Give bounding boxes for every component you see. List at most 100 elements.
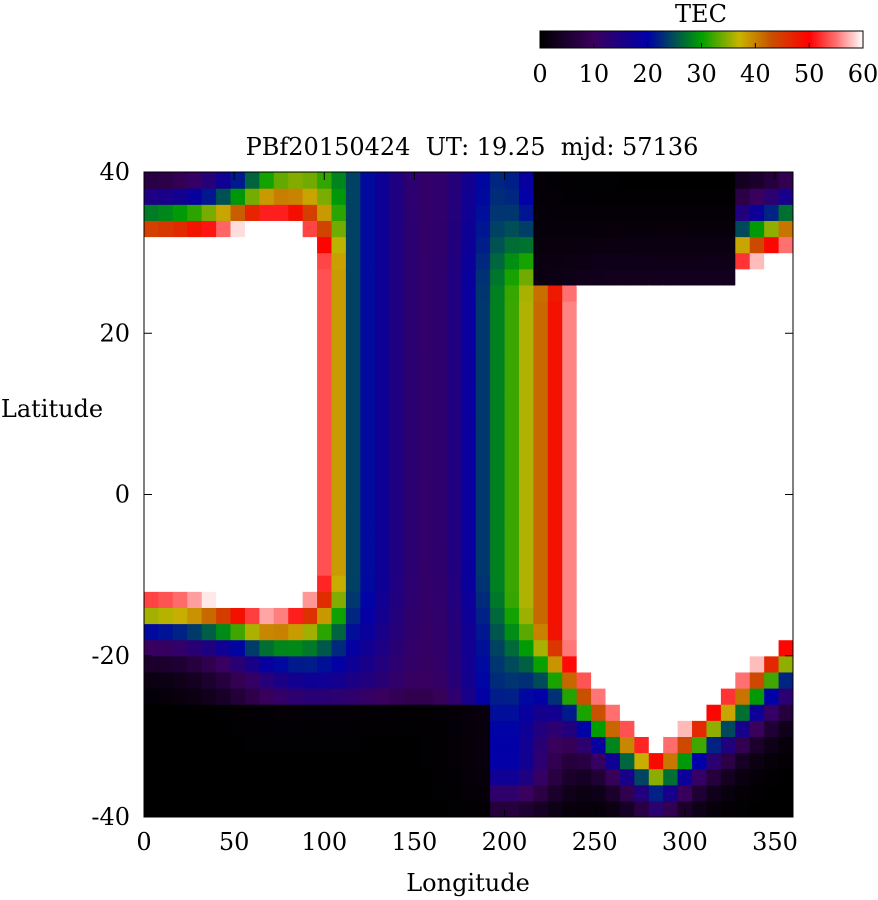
heatmap-cell	[692, 639, 708, 657]
heatmap-cell	[475, 559, 491, 576]
heatmap-cell	[244, 446, 260, 463]
heatmap-cell	[158, 704, 174, 721]
heatmap-cell	[273, 413, 289, 431]
heatmap-cell	[634, 236, 650, 254]
heatmap-cell	[749, 413, 765, 431]
heatmap-cell	[418, 800, 434, 817]
heatmap-cell	[172, 365, 188, 383]
heatmap-cell	[547, 349, 563, 367]
heatmap-cell	[663, 575, 679, 592]
heatmap-cell	[605, 252, 621, 270]
heatmap-cell	[692, 365, 708, 383]
heatmap-cell	[389, 542, 405, 560]
heatmap-cell	[389, 510, 405, 528]
heatmap-cell	[201, 575, 217, 592]
heatmap-cell	[778, 268, 793, 286]
heatmap-cell	[518, 284, 534, 302]
heatmap-cell	[302, 252, 318, 270]
heatmap-cell	[504, 301, 520, 318]
heatmap-cell	[187, 317, 203, 334]
heatmap-cell	[619, 333, 635, 350]
heatmap-cell	[403, 510, 419, 528]
heatmap-cell	[374, 172, 390, 189]
heatmap-cell	[720, 188, 736, 205]
heatmap-cell	[533, 220, 549, 238]
heatmap-cell	[504, 752, 520, 770]
heatmap-cell	[360, 284, 376, 302]
heatmap-cell	[677, 688, 693, 705]
heatmap-cell	[749, 430, 765, 447]
heatmap-cell	[331, 397, 347, 415]
heatmap-cell	[216, 397, 232, 415]
heatmap-cell	[244, 301, 260, 318]
heatmap-cell	[403, 559, 419, 576]
heatmap-cell	[360, 607, 376, 625]
heatmap-cell	[648, 220, 664, 238]
colorbar-tick-label: 10	[579, 60, 610, 88]
heatmap-cell	[547, 575, 563, 592]
heatmap-cell	[317, 172, 333, 189]
heatmap-cell	[403, 623, 419, 641]
heatmap-cell	[461, 317, 477, 334]
x-axis-label: Longitude	[406, 869, 530, 897]
heatmap-cell	[605, 333, 621, 350]
heatmap-cell	[389, 688, 405, 705]
heatmap-cell	[446, 720, 462, 737]
heatmap-cell	[518, 591, 534, 608]
heatmap-cell	[302, 478, 318, 496]
heatmap-cell	[619, 236, 635, 254]
heatmap-cell	[317, 446, 333, 463]
heatmap-cell	[432, 220, 448, 238]
heatmap-cell	[490, 349, 506, 367]
heatmap-cell	[389, 559, 405, 576]
heatmap-cell	[418, 784, 434, 802]
heatmap-cell	[230, 252, 246, 270]
heatmap-cell	[648, 252, 664, 270]
heatmap-cell	[677, 236, 693, 254]
heatmap-cell	[331, 800, 347, 817]
heatmap-cell	[547, 639, 563, 657]
heatmap-cell	[345, 317, 361, 334]
heatmap-cell	[374, 623, 390, 641]
heatmap-cell	[533, 607, 549, 625]
heatmap-cell	[735, 236, 751, 254]
heatmap-cell	[331, 204, 347, 221]
heatmap-cell	[432, 607, 448, 625]
heatmap-cell	[648, 752, 664, 770]
heatmap-cell	[302, 381, 318, 399]
heatmap-cell	[317, 317, 333, 334]
heatmap-cell	[144, 607, 160, 625]
heatmap-cell	[201, 333, 217, 350]
heatmap-cell	[677, 510, 693, 528]
heatmap-cell	[317, 575, 333, 592]
heatmap-cell	[547, 510, 563, 528]
heatmap-cell	[547, 655, 563, 673]
heatmap-cell	[547, 381, 563, 399]
heatmap-cell	[576, 317, 592, 334]
heatmap-cell	[490, 671, 506, 689]
heatmap-cell	[749, 349, 765, 367]
heatmap-cell	[461, 720, 477, 737]
heatmap-cell	[591, 591, 607, 608]
heatmap-cell	[663, 655, 679, 673]
heatmap-cell	[533, 591, 549, 608]
heatmap-cell	[533, 430, 549, 447]
heatmap-cell	[432, 317, 448, 334]
heatmap-cell	[432, 413, 448, 431]
heatmap-cell	[720, 575, 736, 592]
heatmap-cell	[605, 397, 621, 415]
heatmap-cell	[172, 752, 188, 770]
y-tick-label: -40	[91, 803, 130, 831]
heatmap-cell	[201, 462, 217, 479]
heatmap-cell	[663, 800, 679, 817]
heatmap-cell	[144, 268, 160, 286]
heatmap-cell	[475, 349, 491, 367]
heatmap-cell	[360, 252, 376, 270]
heatmap-cell	[605, 349, 621, 367]
heatmap-cell	[533, 526, 549, 544]
heatmap-cell	[778, 301, 793, 318]
heatmap-cell	[201, 526, 217, 544]
heatmap-cell	[619, 284, 635, 302]
heatmap-cell	[576, 220, 592, 238]
heatmap-cell	[490, 720, 506, 737]
